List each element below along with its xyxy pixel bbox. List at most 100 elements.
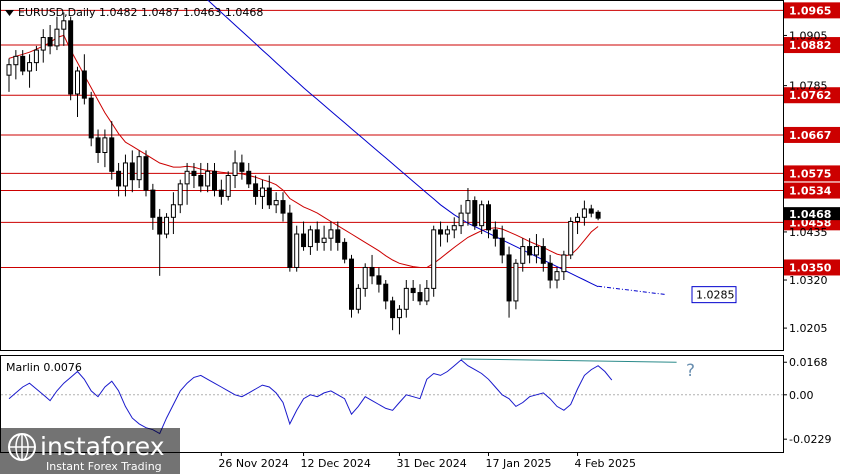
candle	[212, 162, 217, 197]
candle-body-bear	[266, 187, 272, 206]
price-axis-tick-label: 1.0905	[789, 29, 828, 42]
price-axis-tick-label: 1.0435	[789, 226, 828, 239]
level-label-1.0350: 1.0350	[789, 261, 832, 274]
level-label-1.0534: 1.0534	[789, 185, 832, 198]
candle	[191, 162, 197, 189]
candle-body-bull	[424, 287, 430, 302]
collapse-arrow-icon[interactable]	[5, 10, 14, 16]
candles-layer	[6, 12, 601, 335]
candle-body-bear	[472, 200, 478, 227]
level-label-bg	[784, 182, 840, 199]
candle-body-bear	[417, 292, 423, 302]
candle	[280, 192, 286, 222]
candle-body-bull	[273, 200, 279, 206]
candle-body-bull	[444, 229, 450, 235]
price-axis[interactable]: 1.0905 1.0785 1.0435 1.0320 1.0205 1.0468	[783, 29, 840, 335]
candle-body-bear	[547, 262, 553, 281]
time-axis[interactable]: 26 Nov 2024 12 Dec 2024 31 Dec 2024 17 Jan …	[218, 452, 636, 470]
moving-averages-layer: 1.0285	[8, 0, 737, 304]
candle-body-bull	[40, 37, 46, 51]
candle-body-bear	[116, 170, 122, 187]
level-label-bg	[784, 259, 840, 276]
candle-body-bull	[561, 254, 567, 273]
candle	[157, 208, 163, 276]
candle	[568, 217, 574, 260]
level-label-1.0965: 1.0965	[789, 4, 831, 17]
candle	[61, 12, 67, 46]
candle-body-bear	[47, 37, 53, 47]
candle	[116, 162, 122, 197]
candle	[109, 121, 115, 180]
candle	[335, 221, 341, 251]
candle-body-bull	[61, 20, 67, 30]
candle-body-bear	[438, 229, 444, 235]
candle	[246, 162, 252, 189]
candle-body-bull	[355, 287, 361, 310]
candle-body-bull	[6, 64, 12, 76]
candle	[390, 296, 396, 331]
candle	[328, 221, 334, 251]
candle	[294, 225, 300, 272]
candle-body-bear	[157, 216, 163, 235]
marlin-axis-tick-label: 0.00	[789, 389, 814, 402]
candle-body-bear	[246, 170, 252, 185]
level-label-bg	[784, 126, 840, 143]
level-label-bg	[784, 37, 840, 54]
current-price-label: 1.0468	[789, 208, 831, 221]
marlin-axis-tick-label: 0.0168	[789, 356, 828, 369]
candle-body-bear	[301, 233, 307, 248]
candle	[321, 225, 327, 251]
candle	[225, 171, 231, 201]
candle	[239, 154, 245, 180]
candle	[54, 16, 60, 51]
candle-body-bear	[88, 97, 94, 139]
watermark-tagline: Instant Forex Trading	[46, 460, 162, 473]
candle	[13, 50, 19, 80]
candle-body-bear	[492, 229, 498, 239]
candle-body-bear	[212, 170, 217, 191]
candle	[396, 305, 402, 335]
candle-body-bear	[410, 287, 416, 294]
candle-body-bull	[568, 220, 574, 256]
candle-body-bear	[191, 170, 197, 176]
candle	[205, 162, 211, 193]
time-axis-tick-label: 12 Dec 2024	[301, 457, 371, 470]
marlin-label: Marlin 0.0076	[6, 361, 82, 374]
candle-body-bull	[403, 287, 409, 310]
level-label-1.0575: 1.0575	[789, 167, 831, 180]
candle	[301, 221, 307, 251]
time-axis-tick-label: 31 Dec 2024	[396, 457, 466, 470]
current-price-bg	[784, 207, 840, 221]
candle	[177, 179, 183, 214]
candle	[362, 263, 368, 297]
marlin-line	[8, 359, 613, 435]
candle-body-bull	[136, 156, 142, 181]
candle	[349, 254, 354, 318]
candle-body-bull	[177, 183, 183, 206]
candle-body-bull	[33, 49, 39, 64]
candle-body-bear	[349, 258, 354, 310]
level-label-1.0762: 1.0762	[789, 89, 831, 102]
candle-body-bull	[431, 229, 437, 289]
candle	[403, 280, 409, 318]
candle-body-bear	[499, 237, 505, 256]
candle	[164, 213, 170, 239]
candle-body-bull	[102, 137, 108, 154]
candle-body-bear	[253, 183, 259, 197]
candle	[81, 54, 87, 105]
price-axis-tick-label: 1.0205	[789, 322, 828, 335]
projection-label-box	[691, 286, 737, 304]
candle	[417, 284, 423, 306]
candle	[342, 238, 348, 264]
candle-body-bear	[383, 283, 389, 302]
candle-body-bull	[396, 308, 402, 319]
candle	[95, 129, 101, 163]
candle-body-bull	[170, 204, 176, 218]
level-label-bg	[784, 165, 840, 182]
instaforex-watermark: instaforex Instant Forex Trading	[0, 428, 180, 474]
instaforex-logo-icon	[8, 433, 36, 461]
marlin-indicator-layer: 0.0168 0.00 -0.0229	[1, 356, 831, 446]
candle	[513, 259, 519, 310]
candle-body-bull	[328, 229, 334, 239]
candle	[499, 225, 505, 264]
